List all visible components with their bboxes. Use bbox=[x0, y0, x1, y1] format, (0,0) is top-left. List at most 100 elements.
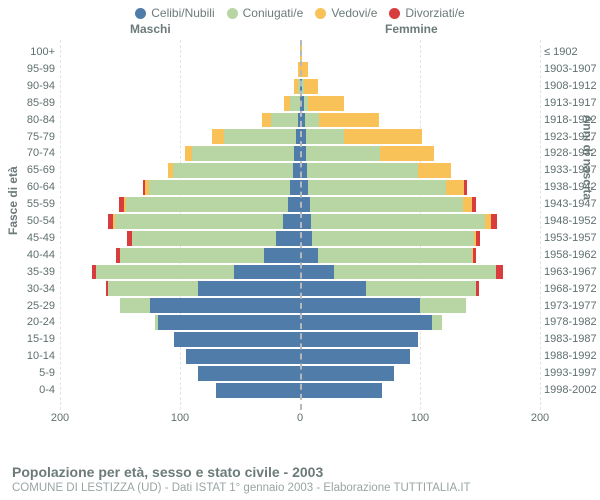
birth-label: 1948-1952 bbox=[544, 213, 600, 230]
bar-female-divorced bbox=[473, 248, 477, 263]
grid-line bbox=[540, 40, 541, 410]
bar-female-single bbox=[300, 265, 334, 280]
x-tick: 0 bbox=[297, 412, 303, 424]
bar-female-divorced bbox=[472, 197, 477, 212]
legend-swatch bbox=[227, 8, 238, 19]
bar-male-single bbox=[198, 281, 300, 296]
birth-label: 1983-1987 bbox=[544, 331, 600, 348]
age-label: 60-64 bbox=[0, 179, 55, 196]
bar-female-married bbox=[307, 163, 417, 178]
bar-female-married bbox=[310, 197, 464, 212]
birth-label: 1963-1967 bbox=[544, 264, 600, 281]
bar-male-single bbox=[276, 231, 300, 246]
chart-subtitle: COMUNE DI LESTIZZA (UD) - Dati ISTAT 1° … bbox=[12, 482, 471, 494]
bar-male-divorced bbox=[127, 231, 132, 246]
bar-female-widowed bbox=[463, 197, 471, 212]
bar-male-divorced bbox=[143, 180, 145, 195]
bar-female-married bbox=[306, 129, 344, 144]
bar-female-widowed bbox=[304, 79, 318, 94]
bar-female-divorced bbox=[496, 265, 503, 280]
bar-female-single bbox=[300, 383, 382, 398]
footer: Popolazione per età, sesso e stato civil… bbox=[12, 464, 471, 494]
bar-male-divorced bbox=[116, 248, 120, 263]
legend: Celibi/Nubili Coniugati/e Vedovi/e Divor… bbox=[0, 0, 600, 22]
bar-male-divorced bbox=[108, 214, 113, 229]
bar-male-married bbox=[120, 248, 264, 263]
bar-male-single bbox=[293, 163, 300, 178]
age-label: 10-14 bbox=[0, 348, 55, 365]
bar-female-married bbox=[318, 248, 472, 263]
chart-area: Fasce di età Anni di nascita 100+95-9990… bbox=[0, 40, 600, 430]
bar-male-divorced bbox=[106, 281, 108, 296]
bar-male-married bbox=[115, 214, 283, 229]
bar-male-married bbox=[149, 180, 291, 195]
x-tick: 200 bbox=[51, 412, 69, 424]
age-label: 35-39 bbox=[0, 264, 55, 281]
bar-male-married bbox=[108, 281, 198, 296]
bar-male-married bbox=[271, 113, 297, 128]
bar-female-widowed bbox=[308, 96, 344, 111]
birth-label: 1913-1917 bbox=[544, 95, 600, 112]
birth-label: 1908-1912 bbox=[544, 78, 600, 95]
birth-label: 1978-1982 bbox=[544, 314, 600, 331]
age-label: 95-99 bbox=[0, 61, 55, 78]
bar-male-married bbox=[155, 315, 159, 330]
bar-male-married bbox=[224, 129, 296, 144]
bar-female-single bbox=[300, 281, 366, 296]
center-line bbox=[300, 40, 302, 410]
bar-male-married bbox=[290, 96, 300, 111]
legend-item-married: Coniugati/e bbox=[227, 6, 304, 20]
age-label: 65-69 bbox=[0, 162, 55, 179]
legend-item-single: Celibi/Nubili bbox=[135, 6, 214, 20]
legend-label: Celibi/Nubili bbox=[151, 6, 214, 20]
bar-female-married bbox=[334, 265, 496, 280]
bar-male-widowed bbox=[145, 180, 149, 195]
age-label: 0-4 bbox=[0, 382, 55, 399]
age-label: 15-19 bbox=[0, 331, 55, 348]
birth-label: 1938-1942 bbox=[544, 179, 600, 196]
birth-label: 1923-1927 bbox=[544, 129, 600, 146]
bar-male-married bbox=[192, 146, 294, 161]
legend-label: Coniugati/e bbox=[243, 6, 304, 20]
bar-female-widowed bbox=[319, 113, 379, 128]
gender-headers: Maschi Femmine bbox=[0, 22, 600, 40]
bar-male-widowed bbox=[185, 146, 192, 161]
age-label: 75-79 bbox=[0, 129, 55, 146]
bar-male-married bbox=[120, 298, 150, 313]
age-label: 70-74 bbox=[0, 145, 55, 162]
bar-female-divorced bbox=[476, 281, 478, 296]
bar-male-widowed bbox=[124, 197, 126, 212]
birth-label: 1998-2002 bbox=[544, 382, 600, 399]
header-male: Maschi bbox=[130, 22, 171, 36]
bar-female-married bbox=[311, 214, 485, 229]
age-label: 25-29 bbox=[0, 298, 55, 315]
bar-female-married bbox=[432, 315, 442, 330]
birth-label: 1968-1972 bbox=[544, 281, 600, 298]
bar-female-single bbox=[300, 349, 410, 364]
bar-male-single bbox=[174, 332, 300, 347]
birth-label: 1958-1962 bbox=[544, 247, 600, 264]
bar-male-married bbox=[96, 265, 234, 280]
bar-male-single bbox=[234, 265, 300, 280]
age-label: 45-49 bbox=[0, 230, 55, 247]
bar-male-widowed bbox=[113, 214, 115, 229]
legend-item-divorced: Divorziati/e bbox=[389, 6, 464, 20]
bar-male-divorced bbox=[92, 265, 96, 280]
birth-label: 1993-1997 bbox=[544, 365, 600, 382]
legend-label: Vedovi/e bbox=[331, 6, 377, 20]
bar-male-widowed bbox=[294, 79, 298, 94]
bar-male-single bbox=[186, 349, 300, 364]
legend-swatch bbox=[389, 8, 400, 19]
bar-male-single bbox=[216, 383, 300, 398]
bar-male-widowed bbox=[168, 163, 173, 178]
bar-male-divorced bbox=[119, 197, 124, 212]
bar-female-married bbox=[312, 231, 474, 246]
bar-male-widowed bbox=[262, 113, 272, 128]
bar-female-married bbox=[420, 298, 466, 313]
bar-male-single bbox=[150, 298, 300, 313]
plot bbox=[60, 40, 540, 410]
birth-label: 1928-1932 bbox=[544, 145, 600, 162]
age-label: 30-34 bbox=[0, 281, 55, 298]
x-tick: 100 bbox=[411, 412, 429, 424]
age-label: 80-84 bbox=[0, 112, 55, 129]
